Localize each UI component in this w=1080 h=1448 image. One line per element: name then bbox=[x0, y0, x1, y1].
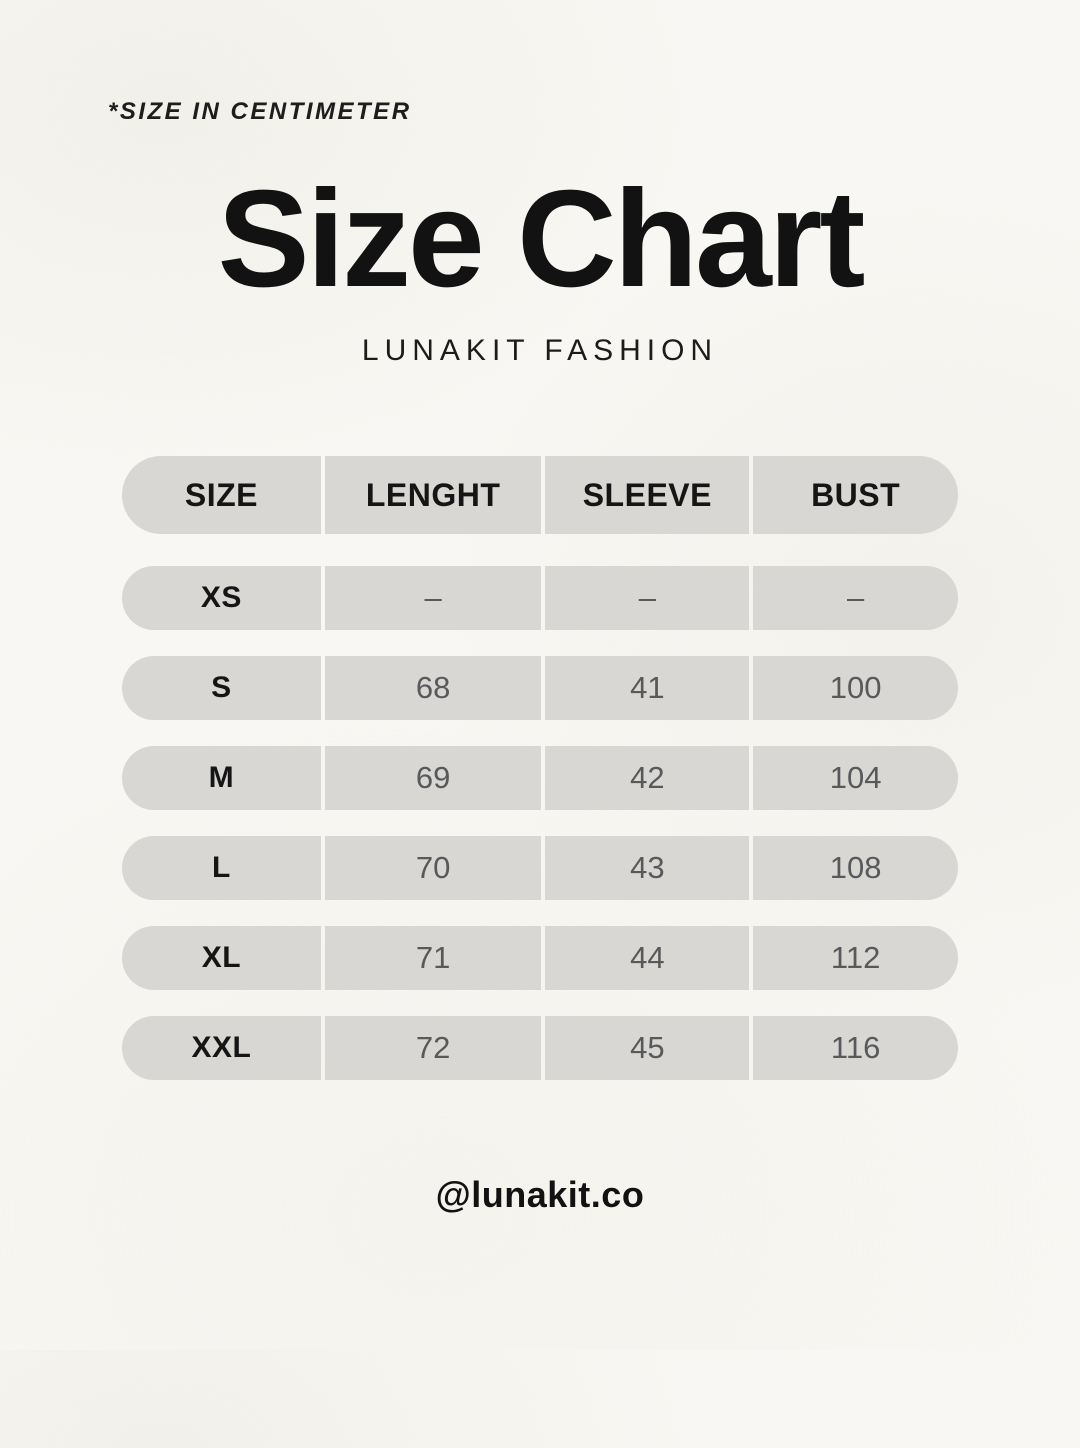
length-value: 70 bbox=[324, 836, 542, 900]
length-value: 71 bbox=[324, 926, 542, 990]
bust-value: 100 bbox=[753, 656, 958, 720]
size-label: XL bbox=[122, 926, 321, 990]
length-value: 68 bbox=[324, 656, 542, 720]
table-row-l: L 70 43 108 bbox=[122, 836, 958, 900]
header-cell-sleeve: SLEEVE bbox=[545, 456, 750, 534]
bust-value: 108 bbox=[753, 836, 958, 900]
table-header-row: SIZE LENGHT SLEEVE BUST bbox=[122, 456, 958, 534]
table-row-xl: XL 71 44 112 bbox=[122, 926, 958, 990]
header-cell-size: SIZE bbox=[122, 456, 321, 534]
sleeve-value: 41 bbox=[545, 656, 750, 720]
brand-subtitle: LUNAKIT FASHION bbox=[361, 334, 719, 367]
units-note: *SIZE IN CENTIMETER bbox=[108, 98, 412, 125]
bust-value: 116 bbox=[753, 1016, 958, 1080]
table-row-xxl: XXL 72 45 116 bbox=[122, 1016, 958, 1080]
sleeve-value: 45 bbox=[545, 1016, 750, 1080]
header-cell-bust: BUST bbox=[753, 456, 958, 534]
footer-handle: @lunakit.co bbox=[435, 1174, 645, 1215]
size-label: XXL bbox=[122, 1016, 321, 1080]
length-value: – bbox=[324, 566, 542, 630]
table-row-s: S 68 41 100 bbox=[122, 656, 958, 720]
size-label: M bbox=[122, 746, 321, 810]
sleeve-value: – bbox=[545, 566, 750, 630]
size-label: S bbox=[122, 656, 321, 720]
sleeve-value: 42 bbox=[545, 746, 750, 810]
size-label: XS bbox=[122, 566, 321, 630]
sleeve-value: 44 bbox=[545, 926, 750, 990]
sleeve-value: 43 bbox=[545, 836, 750, 900]
length-value: 72 bbox=[324, 1016, 542, 1080]
header-cell-length: LENGHT bbox=[324, 456, 542, 534]
size-label: L bbox=[122, 836, 321, 900]
size-chart-page: *SIZE IN CENTIMETER Size Chart LUNAKIT F… bbox=[0, 98, 1080, 1448]
page-title: Size Chart bbox=[217, 162, 866, 316]
bust-value: 104 bbox=[753, 746, 958, 810]
bust-value: 112 bbox=[753, 926, 958, 990]
size-table: SIZE LENGHT SLEEVE BUST XS – – – S 68 41… bbox=[122, 456, 958, 1080]
bust-value: – bbox=[753, 566, 958, 630]
table-row-m: M 69 42 104 bbox=[122, 746, 958, 810]
length-value: 69 bbox=[324, 746, 542, 810]
table-row-xs: XS – – – bbox=[122, 566, 958, 630]
